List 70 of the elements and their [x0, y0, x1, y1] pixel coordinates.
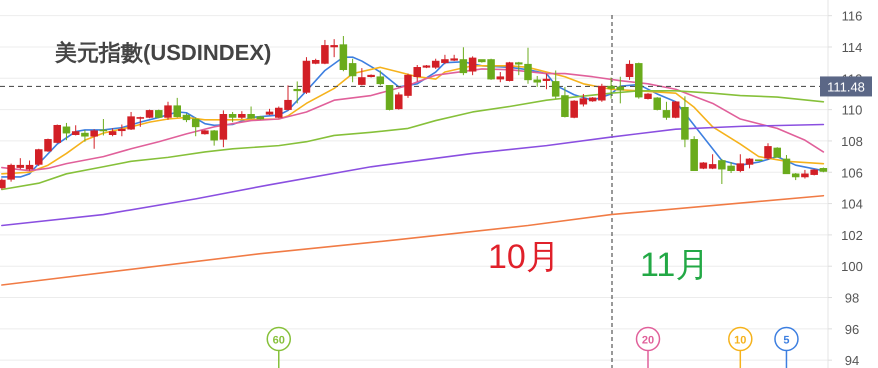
candlestick — [118, 124, 126, 137]
candlestick — [561, 86, 569, 118]
ref-line-label: 111.48 — [827, 79, 865, 94]
candlestick — [746, 158, 754, 169]
text: 美元指數(USDINDEX) — [54, 40, 272, 65]
candlestick — [62, 122, 70, 141]
y-tick-label: 100 — [841, 259, 863, 274]
y-tick-label: 104 — [841, 196, 863, 212]
candlestick — [413, 64, 421, 82]
candlestick — [607, 77, 615, 100]
candlestick — [598, 83, 606, 102]
candlestick — [496, 72, 504, 83]
candlestick — [626, 60, 634, 80]
candlestick — [72, 124, 80, 136]
text: 60 — [272, 334, 285, 346]
candlestick — [552, 70, 560, 100]
candlestick — [164, 101, 172, 120]
y-tick-label: 96 — [844, 322, 860, 337]
candlestick — [284, 84, 292, 111]
candlestick — [542, 73, 550, 90]
candlestick — [616, 76, 624, 104]
candlestick — [7, 163, 15, 182]
candlestick — [468, 56, 476, 76]
y-tick-label: 116 — [842, 8, 862, 24]
candlestick — [727, 162, 735, 174]
candlestick — [533, 75, 541, 88]
candlestick — [81, 129, 89, 142]
candlestick — [441, 54, 449, 65]
candlestick — [228, 111, 236, 123]
y-tick-label: 114 — [842, 40, 862, 55]
candlestick — [173, 97, 181, 118]
candlestick — [293, 80, 301, 104]
candlestick — [376, 70, 384, 86]
y-tick-label: 102 — [841, 228, 863, 243]
candlestick — [358, 68, 366, 86]
candlestick — [432, 58, 440, 70]
candlestick — [330, 38, 338, 58]
candlestick — [764, 142, 772, 160]
text: 20 — [642, 334, 654, 346]
y-tick-label: 108 — [841, 134, 863, 149]
candlestick — [404, 73, 412, 98]
candlestick — [736, 154, 744, 173]
candlestick — [100, 118, 108, 136]
candlestick — [26, 160, 34, 172]
annotation: 11月 — [640, 246, 710, 284]
candlestick — [127, 111, 135, 130]
y-tick-label: 110 — [842, 102, 862, 118]
y-tick-label: 98 — [844, 290, 860, 306]
candlestick — [348, 58, 356, 83]
candlestick — [210, 129, 218, 146]
text: 10 — [734, 334, 746, 346]
annotation: 10月 — [488, 238, 560, 276]
candlestick — [136, 116, 144, 128]
candlestick — [321, 39, 329, 65]
y-tick-label: 94 — [844, 353, 860, 368]
candlestick — [247, 106, 255, 120]
candlestick — [16, 158, 24, 170]
text: 5 — [783, 334, 790, 346]
candlestick — [718, 158, 726, 184]
candlestick — [90, 128, 98, 150]
candlestick — [192, 116, 200, 137]
candlestick — [662, 101, 670, 120]
y-tick-label: 106 — [841, 165, 863, 180]
candlestick — [395, 92, 403, 110]
candlestick — [580, 93, 588, 107]
candlestick — [782, 154, 790, 174]
candlestick — [515, 61, 523, 76]
candlestick — [460, 46, 468, 76]
candlestick — [708, 154, 716, 170]
candlestick — [524, 47, 532, 84]
